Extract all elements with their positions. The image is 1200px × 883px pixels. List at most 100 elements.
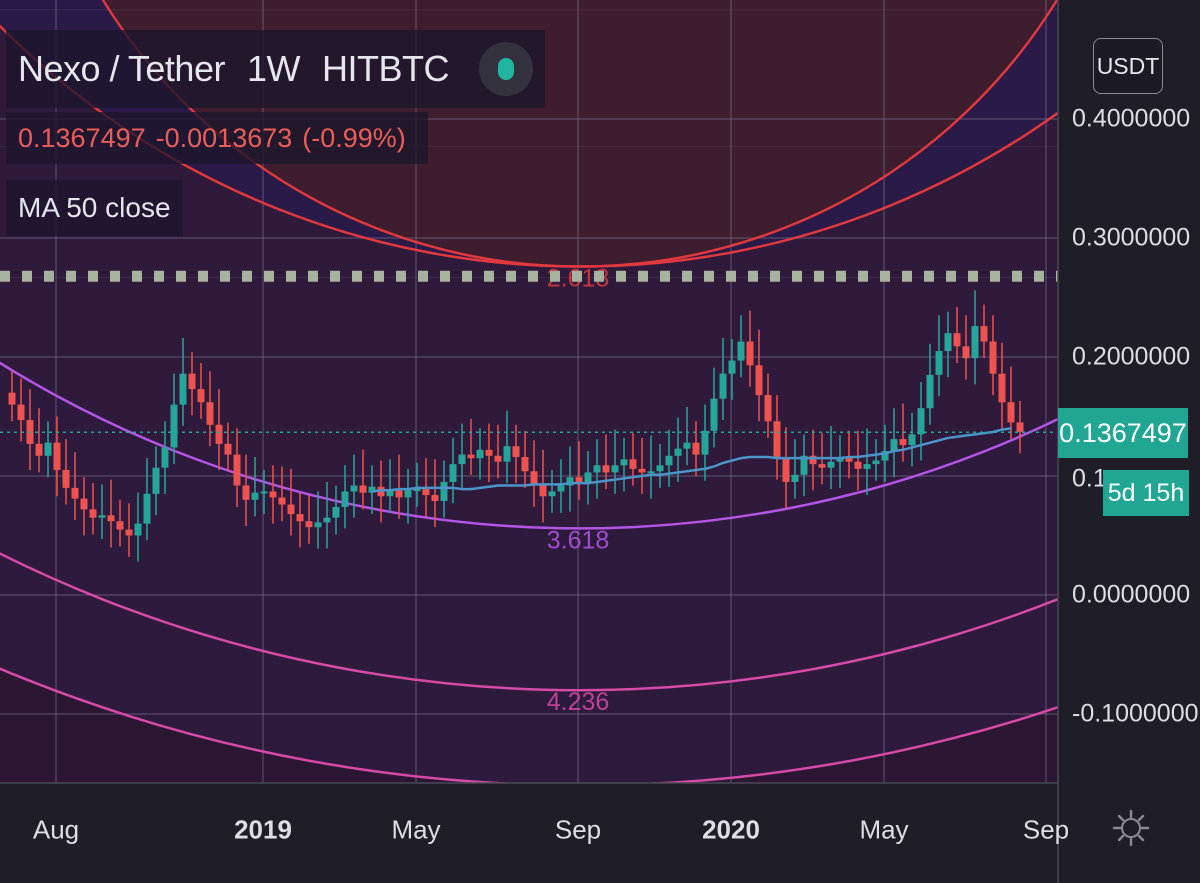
y-tick-label: 0.2000000 [1072,342,1191,371]
candle-body [134,523,142,536]
x-tick-label: Sep [554,814,602,845]
candle-body [557,485,565,492]
candle-body [818,464,826,468]
candle-body [755,365,763,396]
settings-gear-icon[interactable] [1111,808,1151,848]
candle-body [620,459,628,466]
candle-body [422,489,430,496]
candle-body [251,492,259,500]
candle-body [575,477,583,484]
candle-body [881,451,889,461]
candle-body [332,506,340,518]
candle-body [287,504,295,515]
candle-body [944,333,952,352]
candle-body [953,333,961,347]
candle-body [359,485,367,493]
fib-arc-4.236 [0,552,1058,692]
candle-body [188,373,196,390]
candle-body [494,455,502,462]
candle-body [323,517,331,523]
x-tick-label: May [391,814,441,845]
candle-body [35,443,43,456]
candle-body [413,489,421,492]
candle-body [935,351,943,375]
currency-button[interactable]: USDT [1093,38,1163,94]
candle-body [728,360,736,374]
candle-body [152,467,160,494]
time-axis-bg [0,783,1058,883]
candle-body [89,509,97,518]
candle-body [260,491,268,494]
candle-body [854,461,862,469]
fib-arc-label-4.236: 4.236 [547,688,610,716]
candle-body [440,481,448,501]
fib-arc-inner-0 [101,0,1058,268]
candle-body [395,490,403,498]
candle-body [107,515,115,522]
candle-body [638,468,646,473]
candle-body [611,465,619,473]
symbol-legend: Nexo / Tether 1W HITBTC [6,30,545,108]
candle-body [431,495,439,501]
candle-body [701,430,709,455]
candle-body [197,389,205,403]
candle-body [404,490,412,498]
candle-body [962,346,970,359]
candle-body [629,459,637,469]
candle-body [593,465,601,473]
candle-body [62,470,70,488]
price-change: -0.0013673 [155,122,293,153]
candle-body [719,373,727,399]
y-tick-partial: 0.1 [1072,464,1107,493]
candle-body [467,454,475,459]
fib-arc-label-3.618: 3.618 [547,526,610,554]
candle-body [791,474,799,482]
candle-body [773,421,781,459]
last-price: 0.1367497 [18,122,146,153]
ma-indicator-legend[interactable]: MA 50 close [6,180,183,236]
candle-body [98,515,106,518]
candle-body [872,460,880,465]
interval-label[interactable]: 1W [246,48,301,89]
candle-body [530,471,538,486]
candle-body [503,446,511,462]
fib-arc-3.618 [0,361,1058,530]
candle-body [296,514,304,522]
candle-body [116,521,124,530]
candle-body [746,341,754,366]
candle-body [737,341,745,361]
candle-body [683,442,691,449]
y-tick-label: 0.3000000 [1072,223,1191,252]
candle-body [170,404,178,448]
candle-body [692,442,700,455]
candle-body [314,522,322,528]
candle-body [215,424,223,444]
exchange-label: HITBTC [321,48,450,89]
candle-body [1016,422,1024,432]
y-tick-label: 0.0000000 [1072,580,1191,609]
candle-body [602,465,610,473]
candle-body [800,455,808,475]
x-tick-label: 2020 [702,814,760,845]
candle-body [890,439,898,452]
candle-body [782,458,790,482]
ma50-line [371,427,1012,493]
candle-body [1007,402,1015,423]
current-price-label: 0.1367497 [1058,408,1188,458]
candle-body [80,498,88,510]
candle-body [341,491,349,507]
candle-body [548,491,556,497]
ma-indicator-label: MA 50 close [18,192,171,223]
candle-body [305,521,313,528]
candle-body [350,485,358,492]
bar-countdown-label: 5d 15h [1103,470,1189,516]
candle-body [44,442,52,456]
candle-body [206,402,214,425]
candle-body [998,373,1006,403]
candle-body [899,439,907,446]
candle-body [863,464,871,469]
candle-body [242,485,250,500]
